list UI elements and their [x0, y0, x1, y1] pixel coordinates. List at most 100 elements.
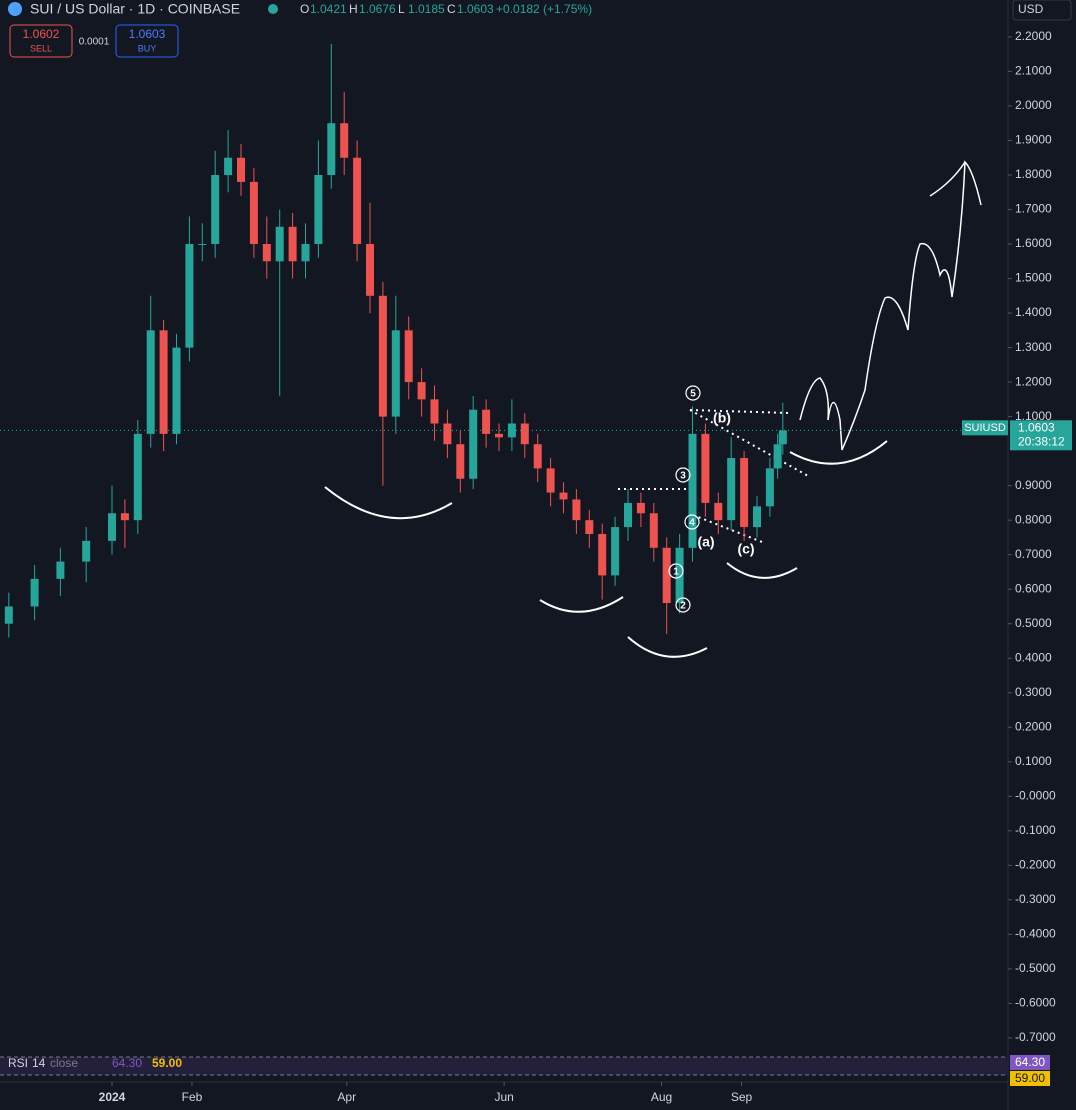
- candle-body: [211, 175, 220, 245]
- candle-body: [56, 561, 65, 579]
- wave-circle: [675, 467, 691, 483]
- candle-body: [237, 157, 245, 182]
- wave-label: (a): [697, 534, 714, 550]
- candle-body: [378, 295, 387, 417]
- candle-body: [340, 123, 349, 158]
- ohlc-value: 1.0676: [359, 2, 396, 16]
- candle-body: [572, 499, 581, 521]
- x-tick-label: 2024: [99, 1090, 126, 1104]
- symbol-logo: [8, 2, 22, 16]
- spread: 0.0001: [79, 37, 110, 48]
- candle-body: [469, 409, 478, 479]
- y-tick-label: -0.0000: [1015, 788, 1056, 802]
- ohlc-key: C: [447, 2, 456, 16]
- y-tick-label: -0.2000: [1015, 858, 1056, 872]
- change: +0.0182 (+1.75%): [496, 2, 592, 16]
- candle-body: [146, 330, 155, 434]
- candle-body: [559, 492, 568, 500]
- rsi-value: 64.30: [112, 1056, 142, 1070]
- y-tick-label: 0.8000: [1015, 512, 1052, 526]
- rsi-value-tag: [1010, 1055, 1050, 1070]
- candle-body: [120, 513, 129, 521]
- rsi-value-tag-text: 64.30: [1015, 1055, 1045, 1069]
- candle-body: [404, 330, 413, 383]
- sell-button[interactable]: [9, 24, 73, 58]
- candle-body: [249, 181, 258, 245]
- buy-label[interactable]: BUY: [138, 43, 157, 53]
- rsi-label: RSI: [8, 1056, 28, 1070]
- sell-label[interactable]: SELL: [30, 43, 52, 53]
- y-tick-label: 0.9000: [1015, 478, 1052, 492]
- y-tick-label: 0.2000: [1015, 719, 1052, 733]
- x-tick-label: Feb: [182, 1090, 203, 1104]
- arc: [627, 636, 708, 658]
- candle-body: [443, 423, 452, 445]
- arc: [324, 486, 453, 520]
- symbol-title[interactable]: SUI / US Dollar · 1D · COINBASE: [30, 1, 240, 17]
- arc: [789, 440, 888, 465]
- y-tick-label: -0.7000: [1015, 1030, 1056, 1044]
- candle-body: [714, 502, 723, 521]
- candle-body: [159, 330, 168, 434]
- buy-price[interactable]: 1.0603: [129, 27, 166, 41]
- y-tick-label: 1.1000: [1015, 409, 1052, 423]
- candle-body: [765, 468, 774, 507]
- wave-label: 1: [673, 567, 679, 578]
- candle-body: [30, 578, 39, 607]
- y-tick-label: 2.0000: [1015, 98, 1052, 112]
- candle-body: [662, 547, 671, 604]
- ohlc-legend: O 1.0421 H 1.0676 L 1.0185 C 1.0603: [300, 2, 494, 16]
- ohlc-key: O: [300, 2, 309, 16]
- candle-body: [133, 433, 142, 521]
- candle-body: [753, 506, 761, 528]
- candle-body: [482, 409, 491, 434]
- candle-body: [82, 540, 91, 562]
- candle-body: [430, 399, 439, 424]
- y-tick-label: 1.6000: [1015, 236, 1052, 250]
- plot: 2.2000 2.1000 2.0000 1.9000 1.8000 1.7000 1.60…: [0, 29, 1072, 1104]
- candle-body: [773, 444, 782, 469]
- candle-body: [701, 433, 710, 503]
- rsi-band: [0, 1057, 1008, 1075]
- candle-body: [636, 502, 645, 514]
- candle-body: [778, 430, 787, 445]
- currency-button[interactable]: [1012, 0, 1072, 21]
- currency[interactable]: USD: [1018, 2, 1044, 16]
- dotted-line: [692, 514, 763, 543]
- y-tick-label: 2.2000: [1015, 29, 1052, 43]
- candle-body: [456, 444, 465, 479]
- candle-body: [507, 423, 516, 438]
- candle-body: [520, 423, 529, 445]
- rsi-ma: 59.00: [152, 1056, 182, 1070]
- ohlc-value: 1.0603: [457, 2, 494, 16]
- rsi-length: 14: [32, 1056, 46, 1070]
- candle-body: [301, 244, 310, 262]
- candle-body: [533, 444, 542, 469]
- y-tick-label: -0.6000: [1015, 996, 1056, 1010]
- wave-label: 4: [689, 518, 695, 529]
- candle-body: [314, 175, 323, 245]
- y-tick-label: -0.1000: [1015, 823, 1056, 837]
- candle-body: [185, 244, 194, 348]
- wave-circle: [684, 514, 700, 530]
- y-tick-label: 1.9000: [1015, 133, 1052, 147]
- candle-body: [740, 458, 749, 528]
- ohlc-key: L: [398, 2, 405, 16]
- y-tick-label: 2.1000: [1015, 64, 1052, 78]
- candle-body: [262, 244, 271, 262]
- y-tick-label: 1.7000: [1015, 202, 1052, 216]
- last-price: 1.0603: [1018, 420, 1055, 434]
- candle-body: [598, 533, 607, 576]
- candle-body: [611, 527, 620, 576]
- candle-body: [353, 157, 362, 245]
- wave-circle: [685, 385, 701, 401]
- x-tick-label: Jun: [494, 1090, 513, 1104]
- sell-price[interactable]: 1.0602: [23, 27, 60, 41]
- candle-body: [327, 123, 336, 175]
- y-tick-label: 0.1000: [1015, 754, 1052, 768]
- candle-body: [585, 520, 594, 534]
- candle-body: [546, 468, 555, 493]
- y-tick-label: 0.6000: [1015, 581, 1052, 595]
- buy-button[interactable]: [115, 24, 179, 58]
